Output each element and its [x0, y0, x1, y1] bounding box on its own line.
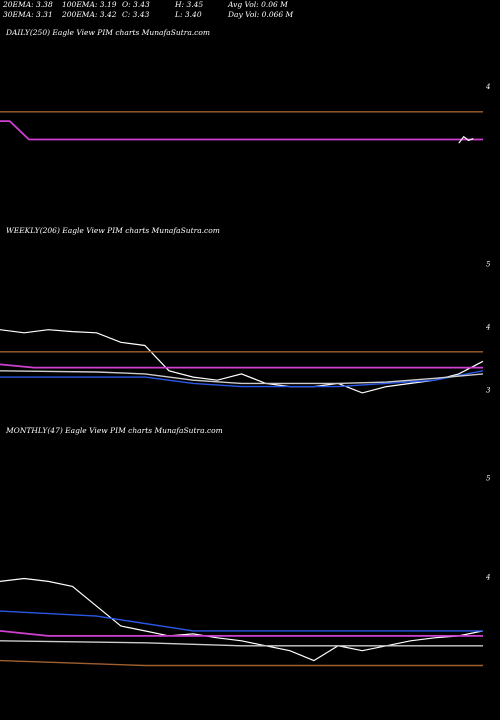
- y-tick-label: 4: [485, 83, 490, 91]
- ema200-label: 200EMA: 3.42: [62, 10, 117, 19]
- open-label: O: 3.43: [122, 0, 150, 9]
- y-tick-label: 5: [486, 475, 491, 483]
- weekly-panel-title: WEEKLY(206) Eagle View PIM charts Munafa…: [6, 226, 220, 235]
- ema20-label: 20EMA: 3.38: [3, 0, 53, 9]
- series-line-ema_long: [0, 363, 483, 369]
- dayvol-label: Day Vol: 0.066 M: [228, 10, 294, 19]
- series-line-band: [0, 370, 484, 385]
- ema30-label: 30EMA: 3.31: [3, 10, 53, 19]
- avgvol-label: Avg Vol: 0.06 M: [228, 0, 288, 9]
- y-tick-label: 5: [486, 260, 491, 268]
- series-line-ema_short: [0, 610, 483, 632]
- series-line-ema_short: [0, 370, 484, 388]
- series-line-ema_long: [0, 630, 483, 637]
- series-line-price: [0, 577, 484, 662]
- close-label: C: 3.43: [122, 10, 150, 19]
- series-line-price: [0, 329, 484, 394]
- y-tick-label: 4: [485, 574, 490, 582]
- high-label: H: 3.45: [175, 0, 204, 9]
- y-tick-label: 3: [486, 387, 491, 395]
- series-line-price: [458, 135, 474, 144]
- series-line-slow_line: [0, 659, 483, 667]
- daily-panel-title: DAILY(250) Eagle View PIM charts MunafaS…: [6, 28, 211, 37]
- ema100-label: 100EMA: 3.19: [62, 0, 117, 9]
- series-line-ema_long: [0, 120, 483, 141]
- y-tick-label: 4: [485, 324, 490, 332]
- low-label: L: 3.40: [175, 10, 202, 19]
- series-line-band: [0, 640, 483, 647]
- monthly-panel-title: MONTHLY(47) Eagle View PIM charts Munafa…: [6, 426, 223, 435]
